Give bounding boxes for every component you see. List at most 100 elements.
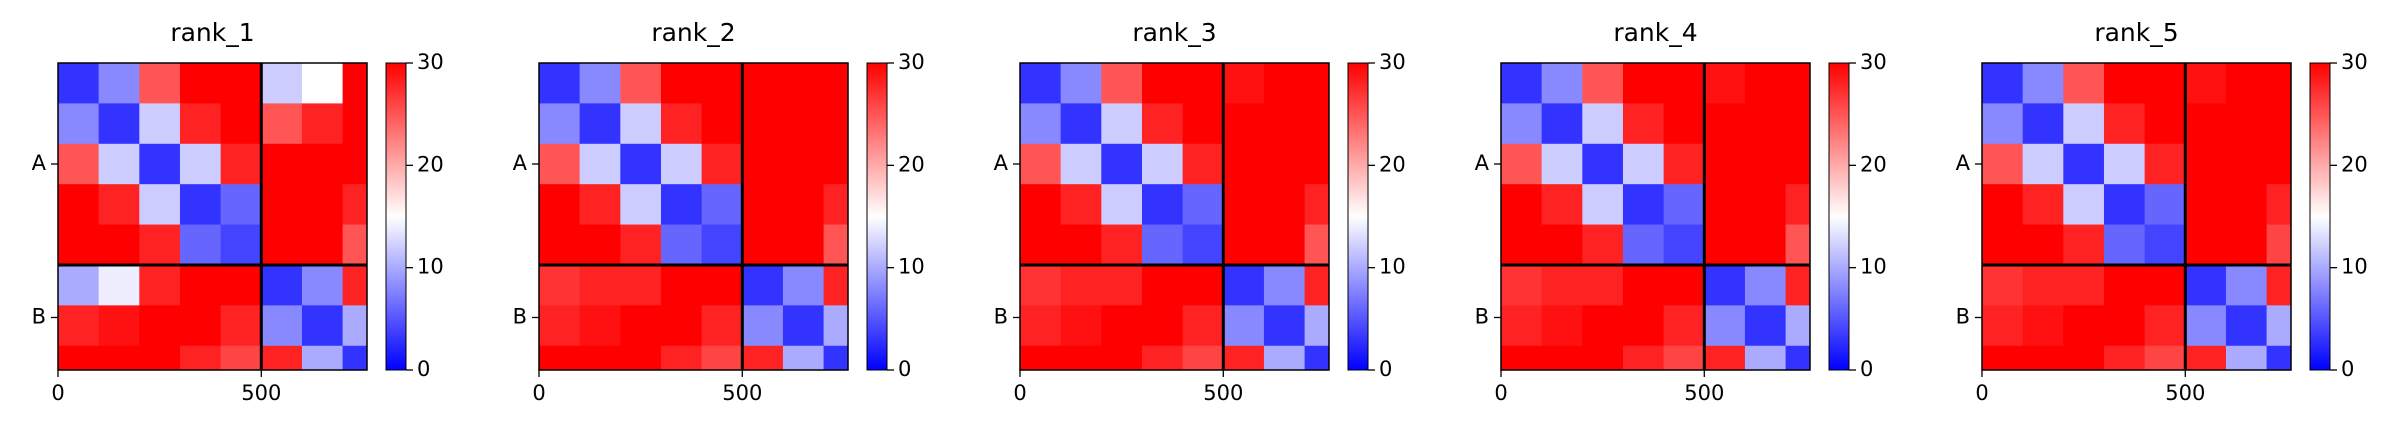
heatmap-cell [1304,345,1330,371]
y-tick-label: A [513,151,528,175]
y-tick-label: B [32,304,46,328]
heatmap-cell [742,264,784,306]
heatmap-cell [701,264,743,306]
heatmap-cell [1060,345,1102,371]
heatmap-cell [823,345,849,371]
heatmap-cell [2144,103,2186,145]
heatmap-cell [579,63,621,104]
heatmap-cell [1060,305,1102,347]
heatmap-cell [342,184,368,226]
heatmap-cell [1501,345,1543,371]
heatmap-cell [1101,345,1143,371]
heatmap-cell [1982,63,2024,104]
heatmap-cell [1263,184,1306,226]
heatmap-cell [539,264,581,306]
heatmap-cell [701,143,743,185]
heatmap-cell [1541,345,1583,371]
heatmap-cell [1622,63,1665,104]
heatmap-cell [782,264,825,306]
heatmap-cell [1704,184,1746,226]
heatmap-cell [1182,264,1224,306]
heatmap-cell [620,103,662,145]
heatmap-cell [782,143,825,185]
heatmap-cell [301,184,344,226]
heatmap-cell [1622,264,1665,306]
heatmap-cell [539,63,581,104]
heatmap-cell [2144,264,2186,306]
heatmap-cell [2063,264,2105,306]
heatmap-cell [1304,264,1330,306]
axes-frame [57,62,368,371]
heatmap-cell [1501,184,1543,226]
heatmap-cell [2266,345,2292,371]
heatmap-cell [1582,63,1624,104]
heatmap-cell [58,264,100,306]
heatmap-cell [98,264,140,306]
heatmap-cell [2266,143,2292,185]
colorbar-tick-label: 10 [898,255,925,279]
heatmap-cell [1785,63,1811,104]
heatmap-cell [1223,345,1265,371]
heatmap-cell [58,305,100,347]
panel-title: rank_5 [2094,18,2178,47]
heatmap-cell [2185,264,2227,306]
heatmap-cell [1582,103,1624,145]
y-tick-label: B [1956,304,1970,328]
heatmap-cell [782,184,825,226]
heatmap-cell [1982,305,2024,347]
heatmap-cell [220,103,262,145]
heatmap-cell [139,305,181,347]
heatmap-cell [1501,103,1543,145]
colorbar-tick-label: 10 [1860,255,1887,279]
heatmap-cell [220,305,262,347]
colorbar-tick-label: 10 [1379,255,1406,279]
heatmap-cell [1582,264,1624,306]
heatmap-cell [2063,143,2105,185]
heatmap-cell [261,103,303,145]
heatmap-cell [2144,345,2186,371]
heatmap-cell [660,224,703,266]
heatmap-cell [1704,224,1746,266]
heatmap-cell [782,345,825,371]
heatmap-cell [660,143,703,185]
heatmap-cell [539,224,581,266]
x-tick-label: 0 [1494,381,1507,405]
heatmap-cell [139,345,181,371]
y-tick-label: B [994,304,1008,328]
heatmap-cell [2266,264,2292,306]
heatmap-cell [1704,63,1746,104]
heatmap-cell [2103,264,2146,306]
heatmap-cell [579,143,621,185]
heatmap-cell [1541,63,1583,104]
heatmap-cell [1263,103,1306,145]
heatmap-cell [179,345,222,371]
heatmap-cell [660,103,703,145]
heatmap-cell [1982,143,2024,185]
heatmap-cell [98,305,140,347]
colorbar-tick-label: 20 [417,152,444,176]
heatmap-cell [1141,143,1184,185]
heatmap-cell [2022,305,2064,347]
heatmap-cell [98,345,140,371]
heatmap-cell [823,103,849,145]
heatmap-cell [1141,264,1184,306]
heatmap-cell [1501,305,1543,347]
colorbar-tick-label: 30 [1860,50,1887,74]
heatmap-cell [1304,305,1330,347]
heatmap-cell [1744,63,1787,104]
heatmap-cell [1141,63,1184,104]
heatmap-cell [98,143,140,185]
heatmap-cell [1101,224,1143,266]
heatmap-cell [742,103,784,145]
heatmap-cell [660,184,703,226]
heatmap-cell [701,103,743,145]
heatmap-cell [2225,143,2268,185]
heatmap-cell [579,264,621,306]
heatmap-cell [1223,224,1265,266]
heatmap-cell [139,184,181,226]
heatmap-cell [2103,305,2146,347]
colorbar [385,62,407,371]
heatmap-cell [620,143,662,185]
heatmap-cell [1141,305,1184,347]
heatmap-cell [58,184,100,226]
